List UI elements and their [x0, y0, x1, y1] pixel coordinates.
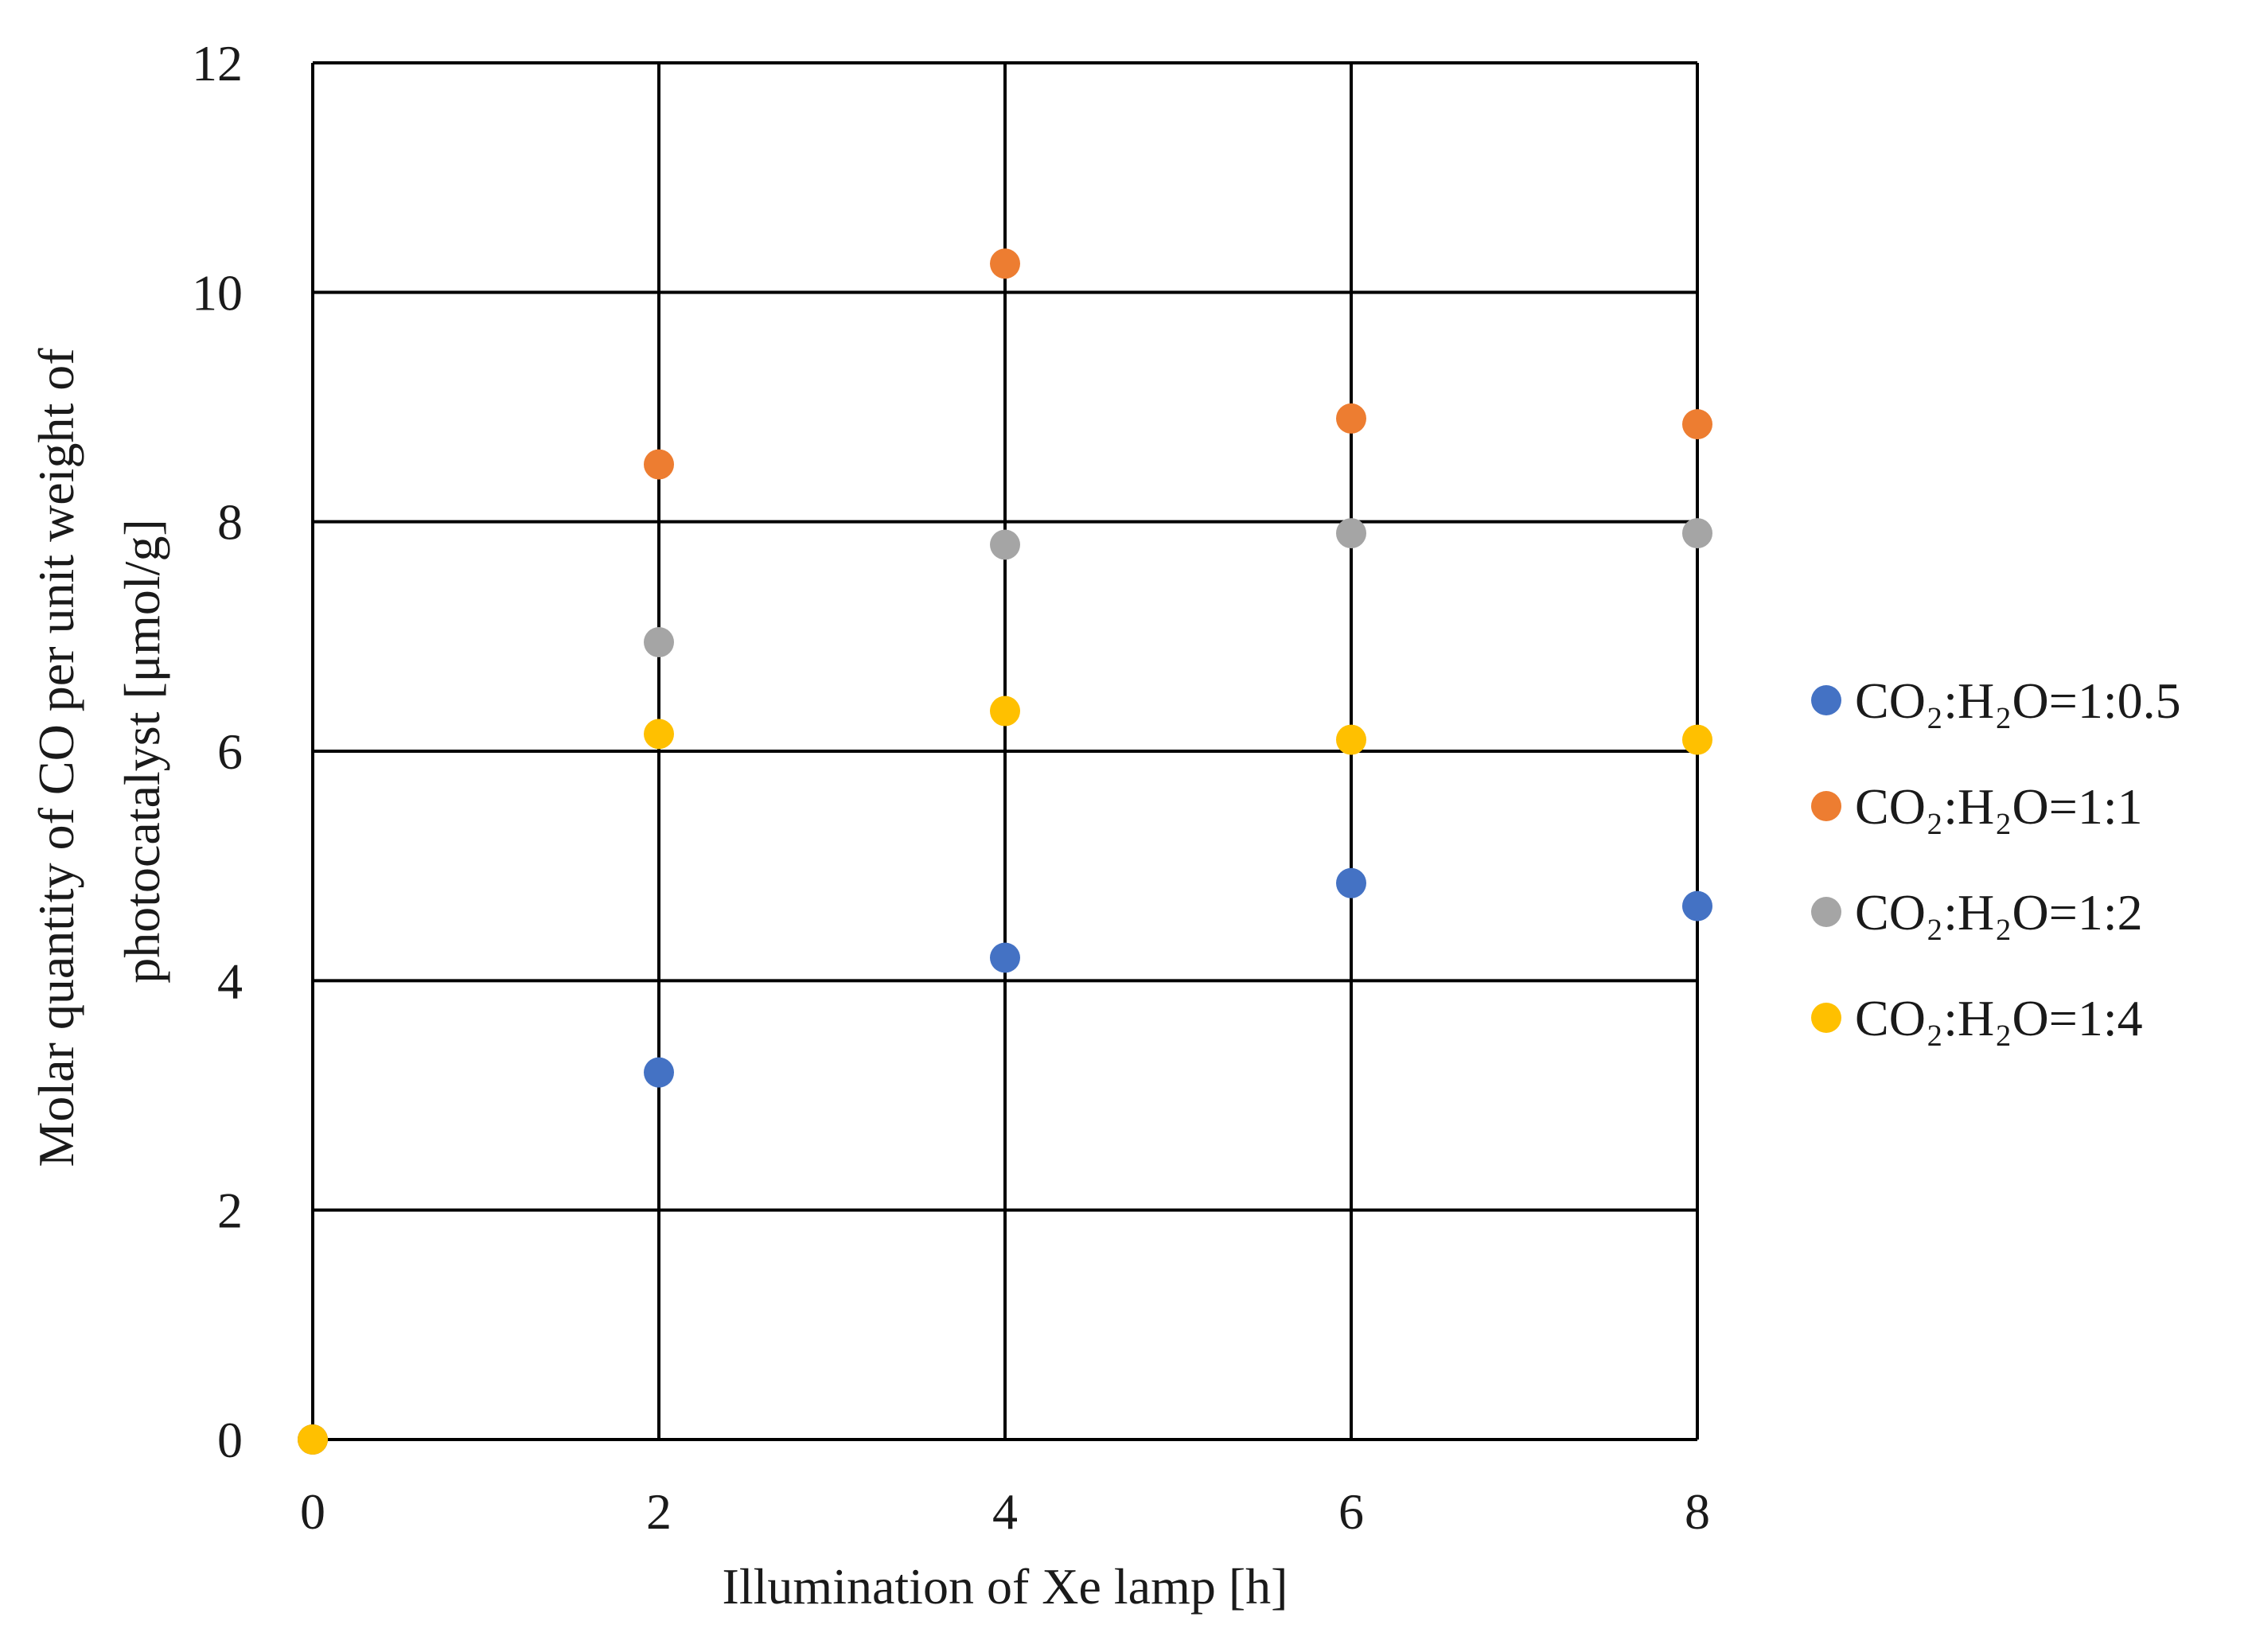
x-tick-label: 6 [1338, 1483, 1364, 1540]
y-tick-label: 8 [217, 494, 243, 551]
legend-marker [1811, 1003, 1841, 1033]
data-point-series-1 [644, 1057, 674, 1088]
y-tick-label: 2 [217, 1183, 243, 1239]
y-tick-label: 12 [192, 35, 243, 92]
data-point-series-2 [1336, 403, 1366, 434]
data-point-series-1 [1682, 890, 1712, 921]
data-point-series-1 [1336, 867, 1366, 898]
data-point-series-4 [1336, 724, 1366, 755]
legend-label: CO₂:H₂O=1:4 [1855, 990, 2143, 1046]
data-point-series-3 [990, 529, 1020, 560]
data-point-series-3 [644, 627, 674, 658]
legend-marker [1811, 897, 1841, 927]
data-point-series-2 [990, 248, 1020, 279]
y-tick-label: 0 [217, 1412, 243, 1468]
data-point-series-1 [990, 942, 1020, 973]
data-point-series-4 [1682, 724, 1712, 755]
tick-labels: 0 2 4 6 8 10 12 0 2 4 6 8 [192, 35, 1710, 1540]
data-point-series-2 [644, 449, 674, 480]
legend-label: CO₂:H₂O=1:1 [1855, 778, 2143, 835]
x-tick-label: 0 [300, 1483, 325, 1540]
x-tick-label: 8 [1685, 1483, 1710, 1540]
y-tick-label: 6 [217, 723, 243, 780]
data-point-series-2 [1682, 409, 1712, 440]
data-point-series-4 [644, 719, 674, 750]
data-point-series-4 [298, 1424, 328, 1455]
data-point-series-4 [990, 695, 1020, 727]
legend-marker [1811, 685, 1841, 715]
y-axis-title-line-2: photocatalyst [μmol/g] [114, 519, 170, 984]
x-axis-title: Illumination of Xe lamp [h] [723, 1558, 1288, 1615]
data-point-series-3 [1336, 518, 1366, 549]
legend-label: CO₂:H₂O=1:0.5 [1855, 672, 2181, 729]
y-axis-title-line-1: Molar quantity of CO per unit weight of [28, 348, 84, 1167]
y-tick-label: 4 [217, 953, 243, 1009]
y-axis-title: Molar quantity of CO per unit weight of … [28, 335, 170, 1167]
x-tick-label: 4 [992, 1483, 1018, 1540]
data-points [298, 248, 1712, 1455]
legend-label: CO₂:H₂O=1:2 [1855, 884, 2143, 941]
y-tick-label: 10 [192, 264, 243, 321]
legend-marker [1811, 791, 1841, 821]
x-tick-label: 2 [646, 1483, 672, 1540]
data-point-series-3 [1682, 518, 1712, 549]
legend: CO₂:H₂O=1:0.5 CO₂:H₂O=1:1 CO₂:H₂O=1:2 CO₂:H… [1811, 672, 2181, 1046]
